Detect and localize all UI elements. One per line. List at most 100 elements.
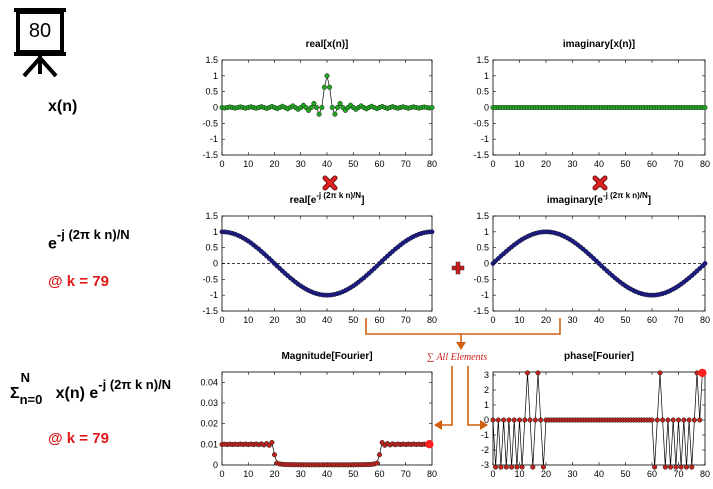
x-tick-label: 30 xyxy=(296,159,306,169)
label-kernel-k: @ k = 79 xyxy=(48,273,109,290)
data-point xyxy=(678,464,684,470)
output-arrows xyxy=(440,366,482,426)
label-kernel: e-j (2π k n)/N xyxy=(48,227,130,253)
highlight-point xyxy=(425,440,434,449)
data-point xyxy=(702,104,708,111)
label-kernel-exp: -j (2π k n)/N xyxy=(56,227,130,242)
x-tick-label: 10 xyxy=(243,315,253,325)
x-tick-label: 40 xyxy=(322,315,332,325)
x-tick-label: 50 xyxy=(620,315,630,325)
data-point xyxy=(495,417,501,423)
data-point xyxy=(429,229,435,235)
x-tick-label: 50 xyxy=(348,315,358,325)
y-tick-label: -1.5 xyxy=(473,306,489,316)
x-tick-label: 10 xyxy=(514,469,524,479)
sum-annotation: ∑ All Elements xyxy=(427,352,487,363)
x-tick-label: 60 xyxy=(647,315,657,325)
y-tick-label: 1 xyxy=(484,400,489,410)
y-tick-label: -1 xyxy=(210,290,218,300)
data-point xyxy=(324,73,330,79)
x-tick-label: 70 xyxy=(673,469,683,479)
chart-title: real[e-j (2π k n)/N] xyxy=(290,191,365,206)
x-tick-label: 50 xyxy=(620,159,630,169)
y-tick-label: 0 xyxy=(484,415,489,425)
data-point xyxy=(337,100,343,107)
chart-title: phase[Fourier] xyxy=(564,351,634,362)
y-tick-label: -1.5 xyxy=(202,306,218,316)
data-point xyxy=(652,464,658,470)
y-tick-label: 1.5 xyxy=(205,55,218,65)
data-point xyxy=(654,417,660,423)
data-point xyxy=(660,417,666,423)
y-tick-label: 0.5 xyxy=(205,87,218,97)
sum-connector xyxy=(365,318,561,344)
x-tick-label: 70 xyxy=(401,315,411,325)
label-signal: x(n) xyxy=(48,98,77,116)
data-point xyxy=(490,417,496,423)
y-tick-label: 1.5 xyxy=(476,211,489,221)
frame-counter: 80 xyxy=(28,20,52,42)
data-point xyxy=(334,104,341,111)
label-kernel-base: e xyxy=(48,235,57,253)
x-tick-label: 10 xyxy=(514,315,524,325)
data-point xyxy=(506,417,512,423)
chart-title: imaginary[x(n)] xyxy=(563,39,635,50)
y-tick-label: -1 xyxy=(481,430,489,440)
data-point xyxy=(519,464,525,470)
x-tick-label: 30 xyxy=(567,469,577,479)
x-tick-label: 80 xyxy=(700,469,710,479)
data-point xyxy=(524,370,531,376)
x-tick-label: 50 xyxy=(620,469,630,479)
y-tick-label: 0 xyxy=(484,259,489,269)
y-tick-label: 1 xyxy=(484,227,489,237)
data-point xyxy=(511,417,517,423)
x-tick-label: 60 xyxy=(374,159,384,169)
label-dft-k: @ k = 79 xyxy=(48,430,109,447)
x-tick-label: 20 xyxy=(269,469,279,479)
label-dft-exp: -j (2π k n)/N xyxy=(98,376,172,392)
data-point xyxy=(374,460,380,466)
data-point xyxy=(702,261,708,266)
y-tick-label: -3 xyxy=(481,460,489,470)
data-point xyxy=(535,370,541,376)
y-tick-label: 2 xyxy=(484,385,489,395)
y-tick-label: 3 xyxy=(484,370,489,380)
x-tick-label: 30 xyxy=(296,315,306,325)
x-tick-label: 80 xyxy=(427,159,437,169)
y-tick-label: -0.5 xyxy=(473,274,489,284)
data-point xyxy=(538,417,544,423)
x-tick-label: 20 xyxy=(541,469,551,479)
y-tick-label: 0.5 xyxy=(476,243,489,253)
x-tick-label: 0 xyxy=(490,315,495,325)
data-point xyxy=(683,464,690,470)
label-sigma-lower: n=0 xyxy=(19,392,43,407)
data-point xyxy=(670,417,676,423)
chart-real_e: real[e-j (2π k n)/N]1.510.50-0.5-1-1.50 1… xyxy=(202,191,437,325)
data-point xyxy=(665,417,671,423)
label-sigma-upper: N xyxy=(20,370,30,385)
label-dft-mid: x(n) e xyxy=(55,385,99,402)
x-tick-label: 40 xyxy=(594,315,604,325)
x-tick-label: 70 xyxy=(401,159,411,169)
y-tick-label: 0.5 xyxy=(476,87,489,97)
chart-imag_x: imaginary[x(n)]1.510.50-0.5-1-1.50 10 20 30… xyxy=(473,39,710,169)
chart-title: real[x(n)] xyxy=(306,39,349,50)
data-point xyxy=(509,464,515,470)
x-tick-label: 0 xyxy=(219,469,224,479)
x-tick-label: 60 xyxy=(374,469,384,479)
x-tick-label: 80 xyxy=(700,159,710,169)
y-tick-label: 1.5 xyxy=(205,211,218,221)
label-signal-text: x(n) xyxy=(48,98,78,115)
data-point xyxy=(311,100,317,107)
data-point xyxy=(329,104,335,111)
data-point xyxy=(271,452,278,458)
x-tick-label: 20 xyxy=(269,315,279,325)
data-point xyxy=(313,104,320,111)
y-tick-label: 0 xyxy=(213,460,218,470)
y-tick-label: 1 xyxy=(484,71,489,81)
x-tick-label: 30 xyxy=(296,469,306,479)
y-tick-label: 0.02 xyxy=(200,419,218,429)
data-point xyxy=(332,111,338,117)
x-tick-label: 60 xyxy=(647,159,657,169)
